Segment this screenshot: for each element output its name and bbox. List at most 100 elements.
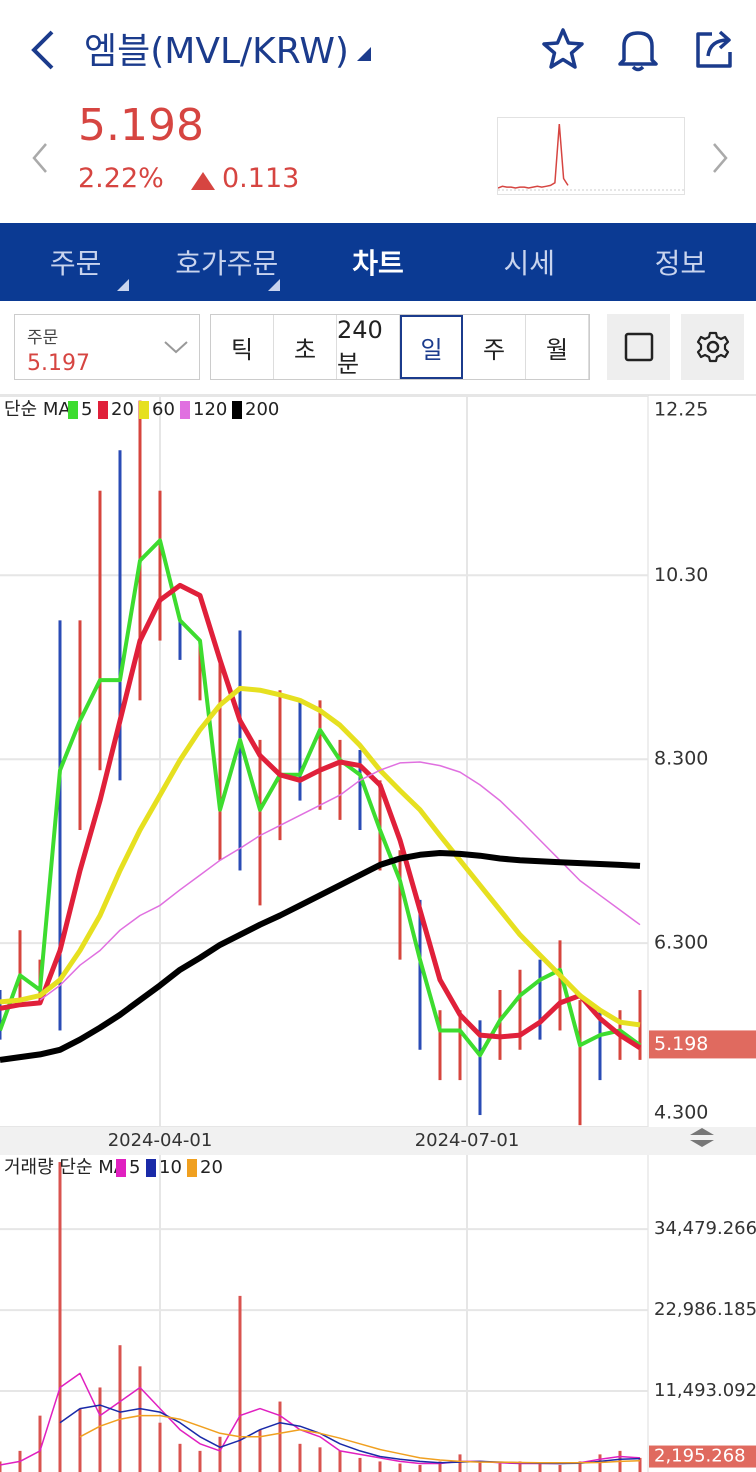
volume-bar [638, 1457, 642, 1472]
current-price: 5.198 [78, 100, 204, 151]
tab[interactable]: 호가주문 [151, 223, 302, 301]
prev-button[interactable] [28, 140, 52, 176]
volume-bar [518, 1461, 522, 1472]
title[interactable]: 엠블(MVL/KRW) [84, 22, 373, 74]
volume-bar [238, 1295, 242, 1472]
legend-swatch [139, 401, 149, 419]
legend-swatch [187, 1159, 197, 1177]
y-tick-label: 11,493.092 [654, 1380, 756, 1401]
volume-bar [418, 1464, 422, 1472]
price-range [238, 630, 242, 871]
legend-title: 거래량 단순 MA [4, 1157, 127, 1178]
price-range [198, 640, 202, 701]
order-dropdown[interactable]: 주문 5.197 [14, 314, 200, 380]
y-tick-label: 4.300 [654, 1102, 708, 1124]
volume-bar [178, 1443, 182, 1472]
last-price-box [649, 1030, 756, 1059]
period-button[interactable]: 일 [400, 315, 463, 379]
volume-bar [458, 1454, 462, 1472]
square-icon [624, 332, 653, 362]
ma-line [0, 685, 641, 1028]
price-range [338, 739, 342, 820]
volume-bar [0, 1461, 2, 1472]
back-icon [31, 30, 54, 70]
volume-bar [118, 1345, 122, 1472]
tab-bar: 주문 호가주문 차트 시세 정보 [0, 223, 756, 301]
order-label: 주문 [27, 328, 59, 348]
volume-bar [358, 1457, 362, 1472]
period-button[interactable]: 주 [463, 315, 526, 379]
legend-swatch [146, 1159, 156, 1177]
back-button[interactable] [26, 28, 62, 72]
tab[interactable]: 정보 [654, 247, 707, 280]
legend-label: 10 [159, 1157, 182, 1178]
next-button[interactable] [708, 140, 732, 176]
x-tick-label: 2024-07-01 [415, 1130, 520, 1151]
last-price-label: 5.198 [654, 1033, 708, 1055]
volume-bar [318, 1447, 322, 1472]
tab[interactable]: 차트 [352, 247, 404, 280]
settings-button[interactable] [681, 314, 744, 380]
legend-title: 단순 MA [4, 399, 71, 420]
y-tick-label: 10.30 [654, 564, 708, 586]
price-range [418, 899, 422, 1050]
price-range [518, 969, 522, 1050]
y-tick-label: 12.25 [654, 399, 708, 421]
period-button[interactable]: 초 [274, 315, 337, 379]
volume-bar [338, 1450, 342, 1472]
price-range [438, 1010, 442, 1081]
tab[interactable]: 시세 [503, 247, 555, 280]
legend-label: 20 [200, 1157, 223, 1178]
price-range [178, 620, 182, 660]
order-value: 5.197 [27, 351, 90, 376]
price-range [58, 620, 62, 1031]
ma-line [39, 761, 641, 1001]
legend-label: 5 [81, 399, 92, 420]
drawing-button[interactable] [607, 314, 670, 380]
price-range [138, 400, 142, 701]
y-tick-label: 8.300 [654, 748, 708, 770]
volume-bar [218, 1436, 222, 1472]
volume-bar [558, 1464, 562, 1472]
ma-line [79, 1414, 641, 1464]
price-range [278, 690, 282, 841]
price-range [498, 989, 502, 1060]
volume-bar [398, 1463, 402, 1472]
legend-swatch [180, 401, 190, 419]
change-amount: 0.113 [222, 163, 300, 194]
ma-line [59, 1404, 641, 1465]
period-selector: 틱 초 240분 일 주 월 [210, 314, 590, 380]
price-range [478, 1020, 482, 1116]
volume-bar [278, 1401, 282, 1472]
legend-label: 120 [193, 399, 227, 420]
price-range [558, 940, 562, 1031]
legend-label: 60 [152, 399, 175, 420]
price-range [158, 490, 162, 641]
scale-toggle-icon [690, 1128, 714, 1147]
change-percent: 2.22% [78, 163, 164, 194]
last-volume-box [649, 1445, 756, 1468]
tab[interactable]: 주문 [0, 223, 151, 301]
price-range [0, 989, 2, 1040]
volume-bar [78, 1408, 82, 1472]
legend-swatch [116, 1159, 126, 1177]
share-button[interactable] [692, 26, 738, 72]
volume-bar [378, 1461, 382, 1472]
chart-area: 12.25 10.30 8.300 6.300 4.300 2024-04-01 2024-… [0, 394, 756, 1472]
y-tick-label: 22,986.185 [654, 1299, 756, 1320]
period-button[interactable]: 틱 [211, 315, 274, 379]
volume-bar [158, 1422, 162, 1472]
alert-button[interactable] [615, 26, 661, 72]
volume-bar [578, 1461, 582, 1472]
price-range [598, 1010, 602, 1081]
period-button[interactable]: 240분 [337, 315, 400, 379]
period-button[interactable]: 월 [526, 315, 589, 379]
price-range [458, 1010, 462, 1081]
up-triangle [191, 172, 215, 190]
date-axis-strip [0, 1127, 756, 1155]
price-range [578, 1000, 582, 1126]
favorite-button[interactable] [540, 26, 586, 72]
x-tick-label: 2024-04-01 [108, 1130, 213, 1151]
